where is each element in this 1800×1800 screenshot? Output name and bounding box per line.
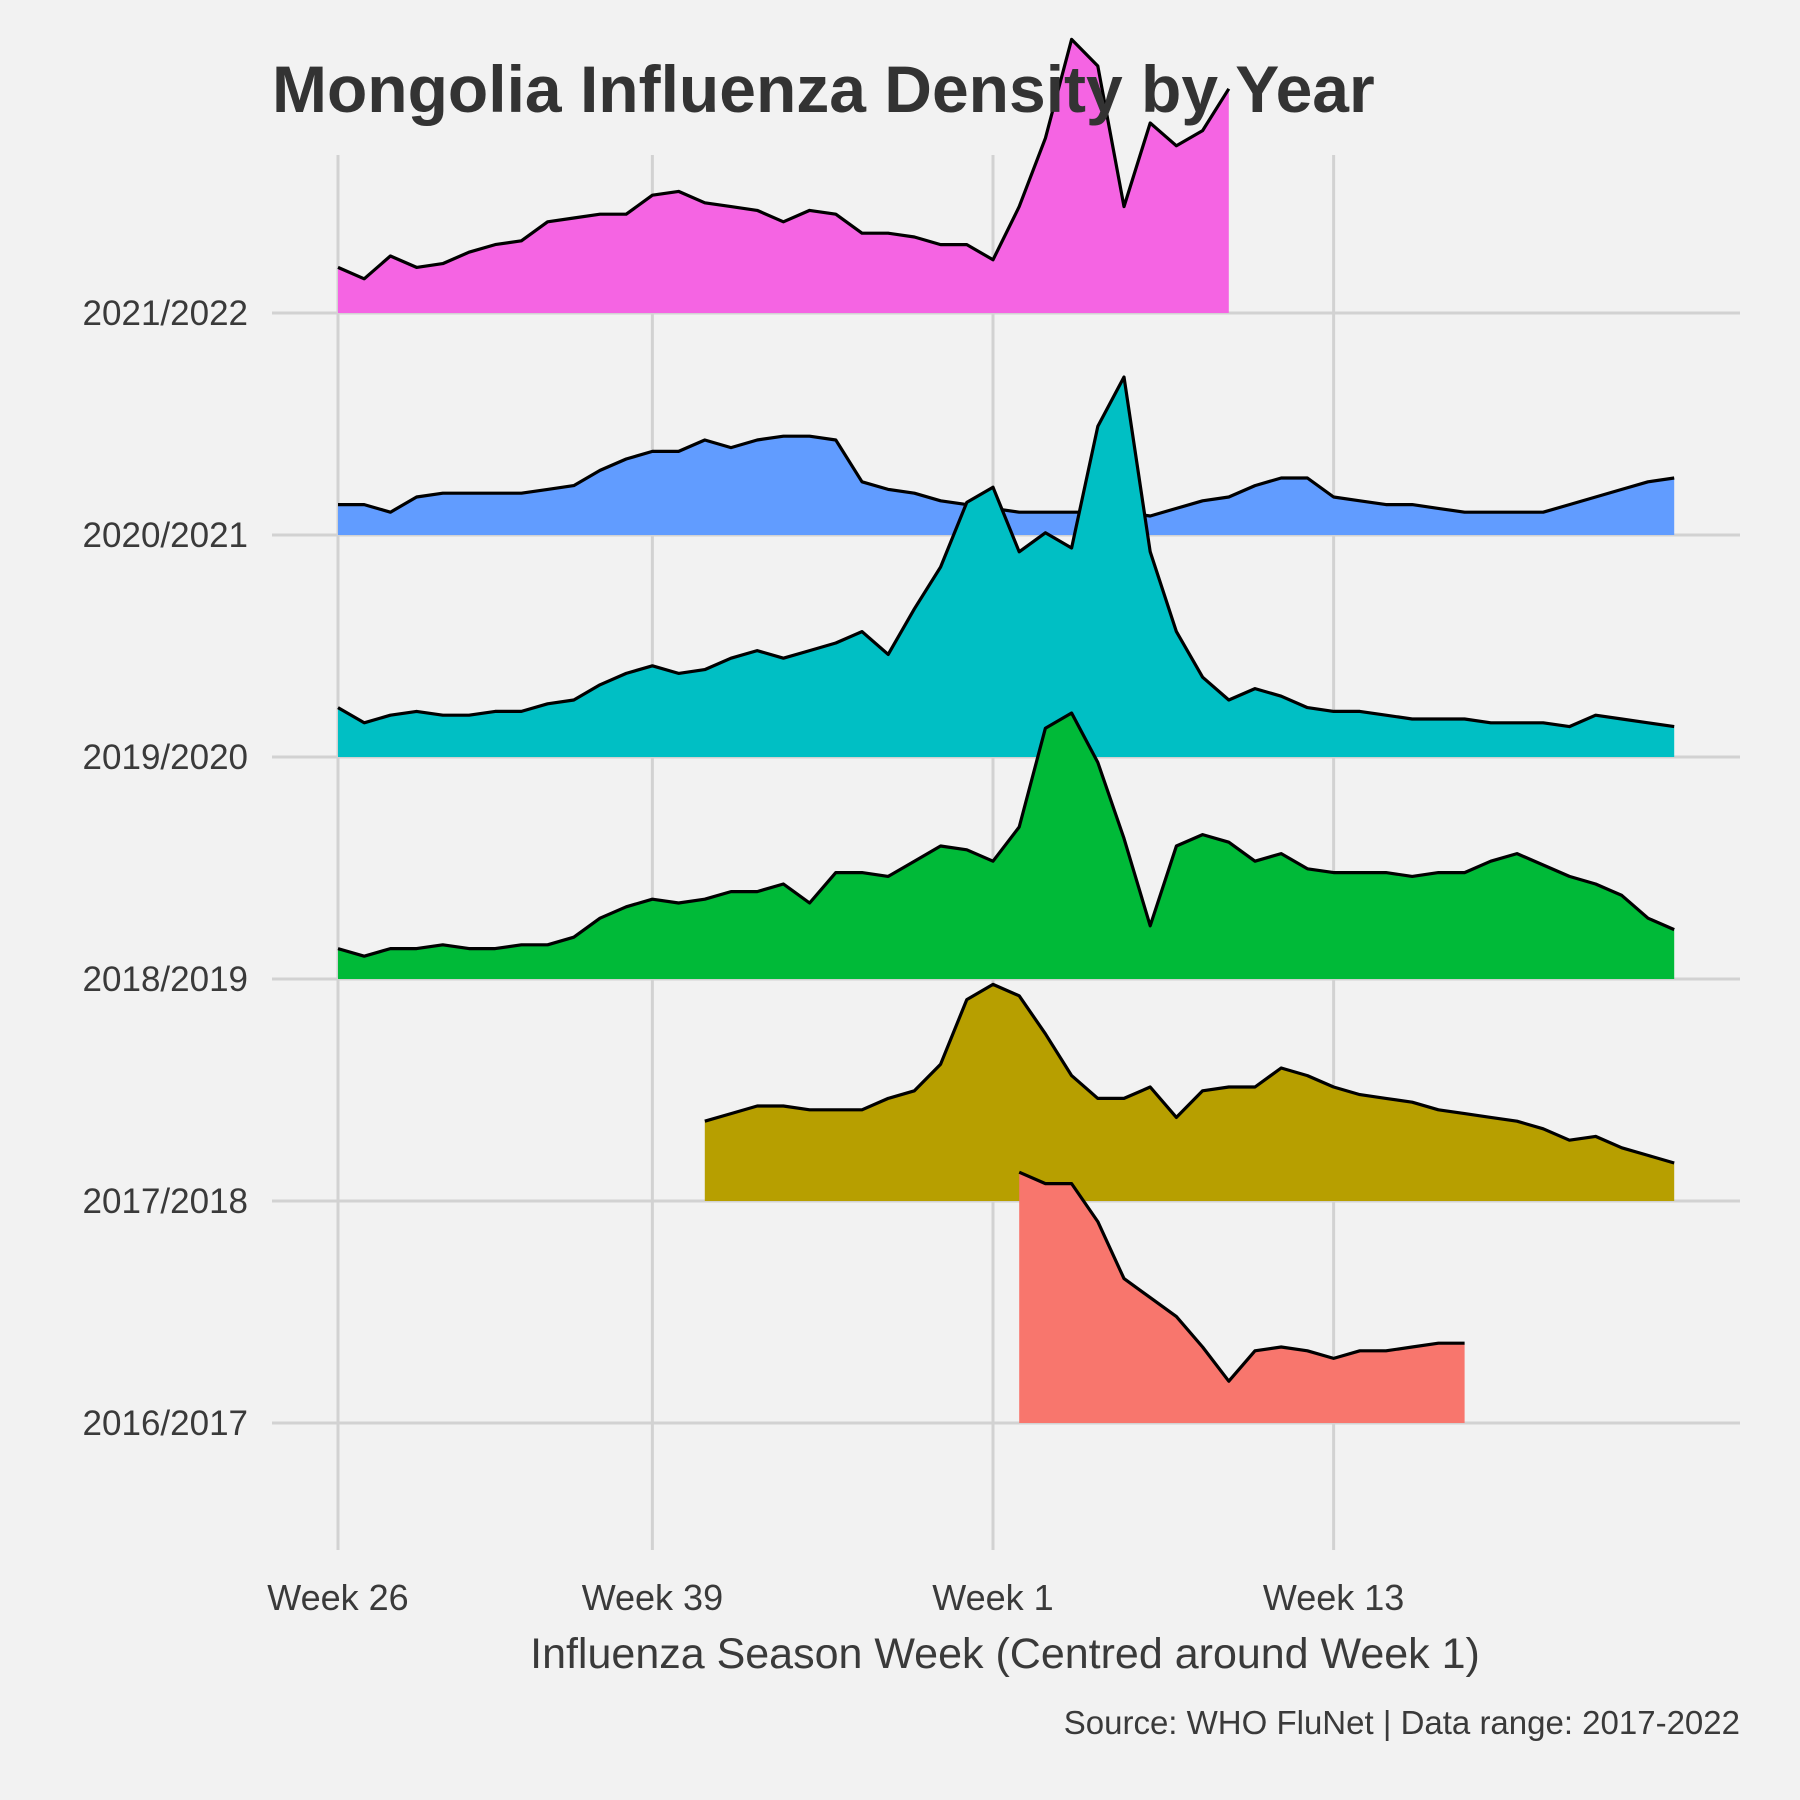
ridge-2019-2020 bbox=[337, 375, 1675, 757]
ridge-2021-2022 bbox=[337, 37, 1231, 314]
x-tick-label: Week 1 bbox=[932, 1577, 1053, 1618]
ridge-2017-2018 bbox=[704, 982, 1675, 1201]
y-tick-label: 2020/2021 bbox=[83, 516, 248, 555]
ridge-area bbox=[338, 39, 1229, 314]
label-layer: Week 26 Week 39 Week 1 Week 13 2016/2017 2017… bbox=[83, 294, 1405, 1618]
chart-title: Mongolia Influenza Density by Year bbox=[272, 52, 1375, 126]
x-tick-label: Week 13 bbox=[1263, 1577, 1404, 1618]
y-tick-label: 2018/2019 bbox=[83, 960, 248, 999]
ridge-outline bbox=[337, 711, 1675, 958]
y-tick-label: 2017/2018 bbox=[83, 1182, 248, 1221]
ridge-2020-2021 bbox=[338, 434, 1675, 535]
ridge-outline bbox=[1018, 1170, 1465, 1383]
y-tick-label: 2019/2020 bbox=[83, 738, 248, 777]
x-tick-label: Week 26 bbox=[267, 1577, 408, 1618]
chart-caption: Source: WHO FluNet | Data range: 2017-20… bbox=[1064, 1704, 1740, 1741]
ridge-outline bbox=[337, 375, 1675, 729]
ridge-area bbox=[338, 436, 1675, 535]
y-tick-label: 2016/2017 bbox=[83, 1404, 248, 1443]
ridge-2016-2017 bbox=[1018, 1170, 1465, 1423]
x-axis-label: Influenza Season Week (Centred around We… bbox=[530, 1630, 1480, 1678]
ridge-2018-2019 bbox=[337, 711, 1675, 979]
x-tick-label: Week 39 bbox=[582, 1577, 723, 1618]
ridge-area bbox=[704, 984, 1675, 1201]
ridge-area bbox=[1019, 1172, 1465, 1423]
y-tick-label: 2021/2022 bbox=[83, 294, 248, 333]
ridge-outline bbox=[337, 37, 1231, 281]
ridge-area bbox=[338, 377, 1675, 757]
ridge-outline bbox=[338, 434, 1675, 518]
series-layer bbox=[337, 37, 1675, 1423]
ridge-outline bbox=[704, 982, 1675, 1165]
